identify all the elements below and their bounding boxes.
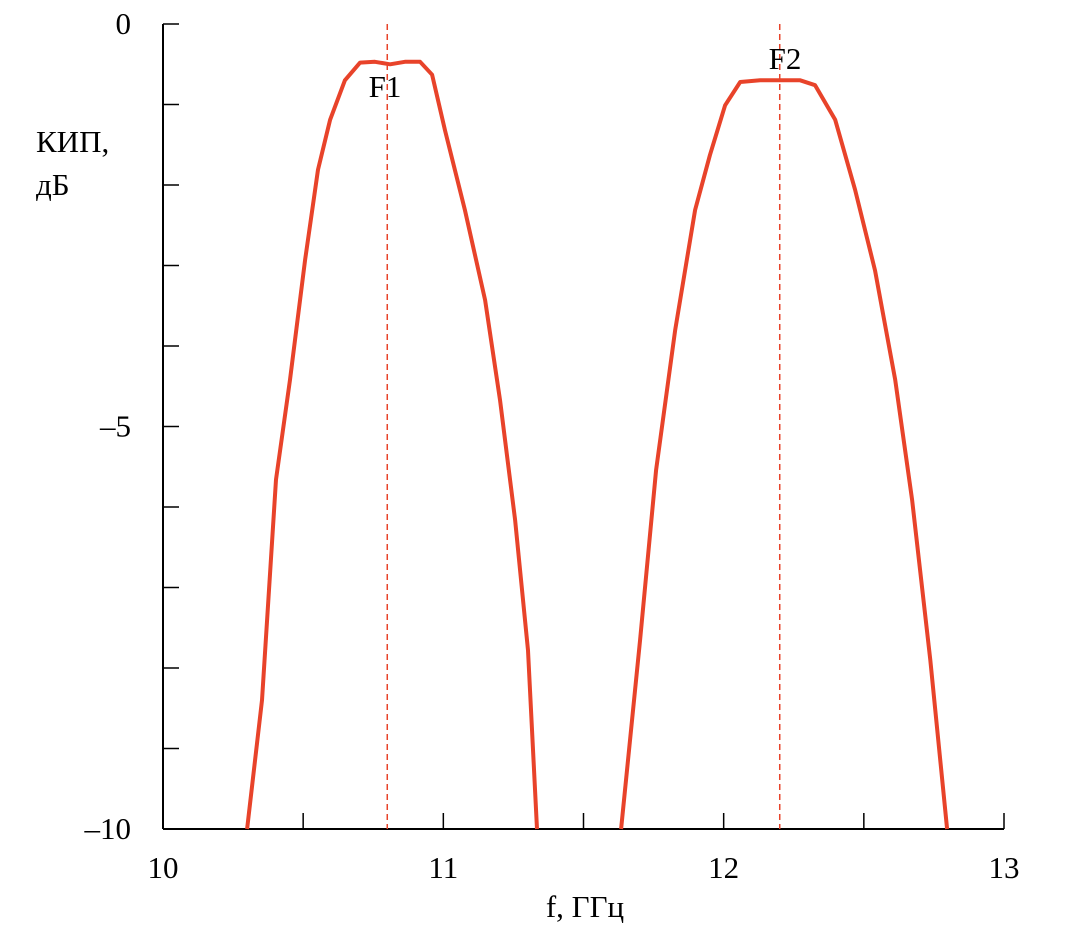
y-axis-label: дБ	[36, 167, 70, 202]
x-tick-label: 13	[989, 850, 1020, 885]
x-tick-label: 10	[148, 850, 179, 885]
curve	[245, 59, 539, 830]
y-tick-label: 0	[116, 6, 132, 41]
y-axis-label: КИП,	[36, 124, 109, 159]
x-tick-label: 12	[708, 850, 739, 885]
x-tick-label: 11	[428, 850, 458, 885]
x-axis-label: f, ГГц	[546, 889, 624, 924]
marker-label: F1	[369, 69, 402, 104]
marker-label: F2	[769, 41, 802, 76]
y-tick-label: –10	[84, 811, 132, 846]
curve	[619, 78, 950, 830]
y-tick-label: –5	[99, 409, 131, 444]
